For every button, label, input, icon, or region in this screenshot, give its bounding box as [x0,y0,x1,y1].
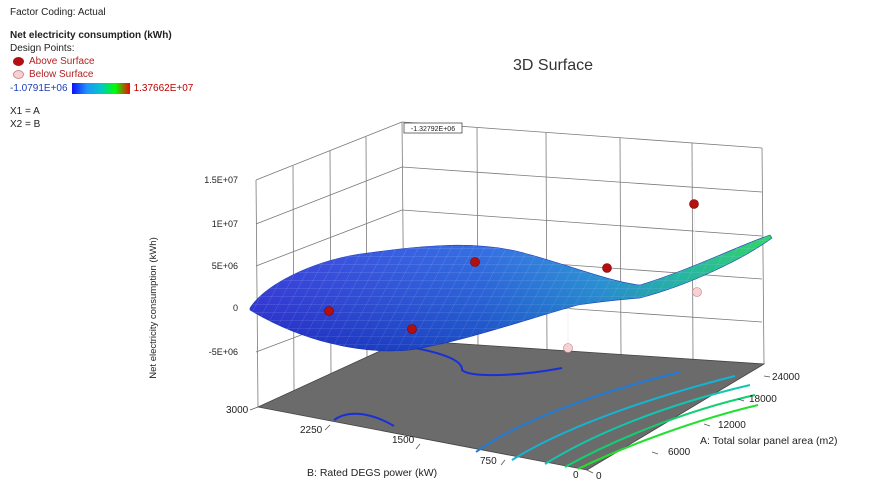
x2-mapping: X2 = B [10,119,41,130]
design-point-above[interactable] [324,306,334,316]
design-points-layer [324,199,702,353]
hover-value-box: -1.32792E+06 [403,122,463,134]
x1-mapping: X1 = A [10,106,40,117]
b-tick-label: 2250 [300,425,323,436]
z-tick-label: -5E+06 [209,347,238,357]
a-tick-label: 6000 [668,447,691,458]
contour-floor [256,339,766,471]
design-point-below[interactable] [563,343,573,353]
z-axis-label: Net electricity consumption (kWh) [148,237,159,378]
design-point-above[interactable] [470,257,480,267]
colorbar-max-label: 1.37662E+07 [133,83,194,94]
legend-panel: Factor Coding: Actual Net electricity co… [10,6,193,131]
b-tick-label: 750 [480,456,497,467]
colorbar: -1.0791E+06 1.37662E+07 [10,82,193,95]
response-name: Net electricity consumption (kWh) [10,30,172,41]
a-tick-label: 24000 [772,372,800,383]
design-point-above[interactable] [407,324,417,334]
above-surface-marker-icon [13,57,24,66]
b-tick-label: 0 [573,470,579,481]
above-surface-legend: Above Surface [13,55,193,68]
colorbar-min-label: -1.0791E+06 [10,83,68,94]
below-surface-marker-icon [13,70,24,79]
z-tick-label: 1E+07 [212,219,238,229]
z-tick-label: 5E+06 [212,261,238,271]
a-axis-ticks: 0 6000 12000 18000 24000 [596,372,800,482]
design-point-above[interactable] [602,263,612,273]
a-tick-label: 12000 [718,420,746,431]
hover-value-label: -1.32792E+06 [411,126,455,133]
design-point-above[interactable] [689,199,699,209]
colorbar-gradient [71,83,130,94]
z-tick-label: 0 [233,303,238,313]
response-surface [249,234,773,352]
above-surface-label: Above Surface [29,56,95,67]
design-point-below[interactable] [692,287,702,297]
z-tick-label: 1.5E+07 [204,175,238,185]
chart-title: 3D Surface [513,57,594,74]
b-tick-label: 3000 [226,405,249,416]
a-tick-label: 0 [596,471,602,482]
design-points-label: Design Points: [10,43,75,54]
b-axis-ticks: 3000 2250 1500 750 0 [226,405,579,481]
factor-coding-label: Factor Coding: Actual [10,7,106,18]
axis-tick-marks [249,375,771,474]
below-surface-label: Below Surface [29,69,94,80]
z-axis-ticks: 1.5E+07 1E+07 5E+06 0 -5E+06 [204,175,238,357]
below-surface-legend: Below Surface [13,68,193,81]
b-axis-label: B: Rated DEGS power (kW) [307,467,437,479]
b-tick-label: 1500 [392,435,415,446]
a-tick-label: 18000 [749,394,777,405]
a-axis-label: A: Total solar panel area (m2) [700,435,838,447]
